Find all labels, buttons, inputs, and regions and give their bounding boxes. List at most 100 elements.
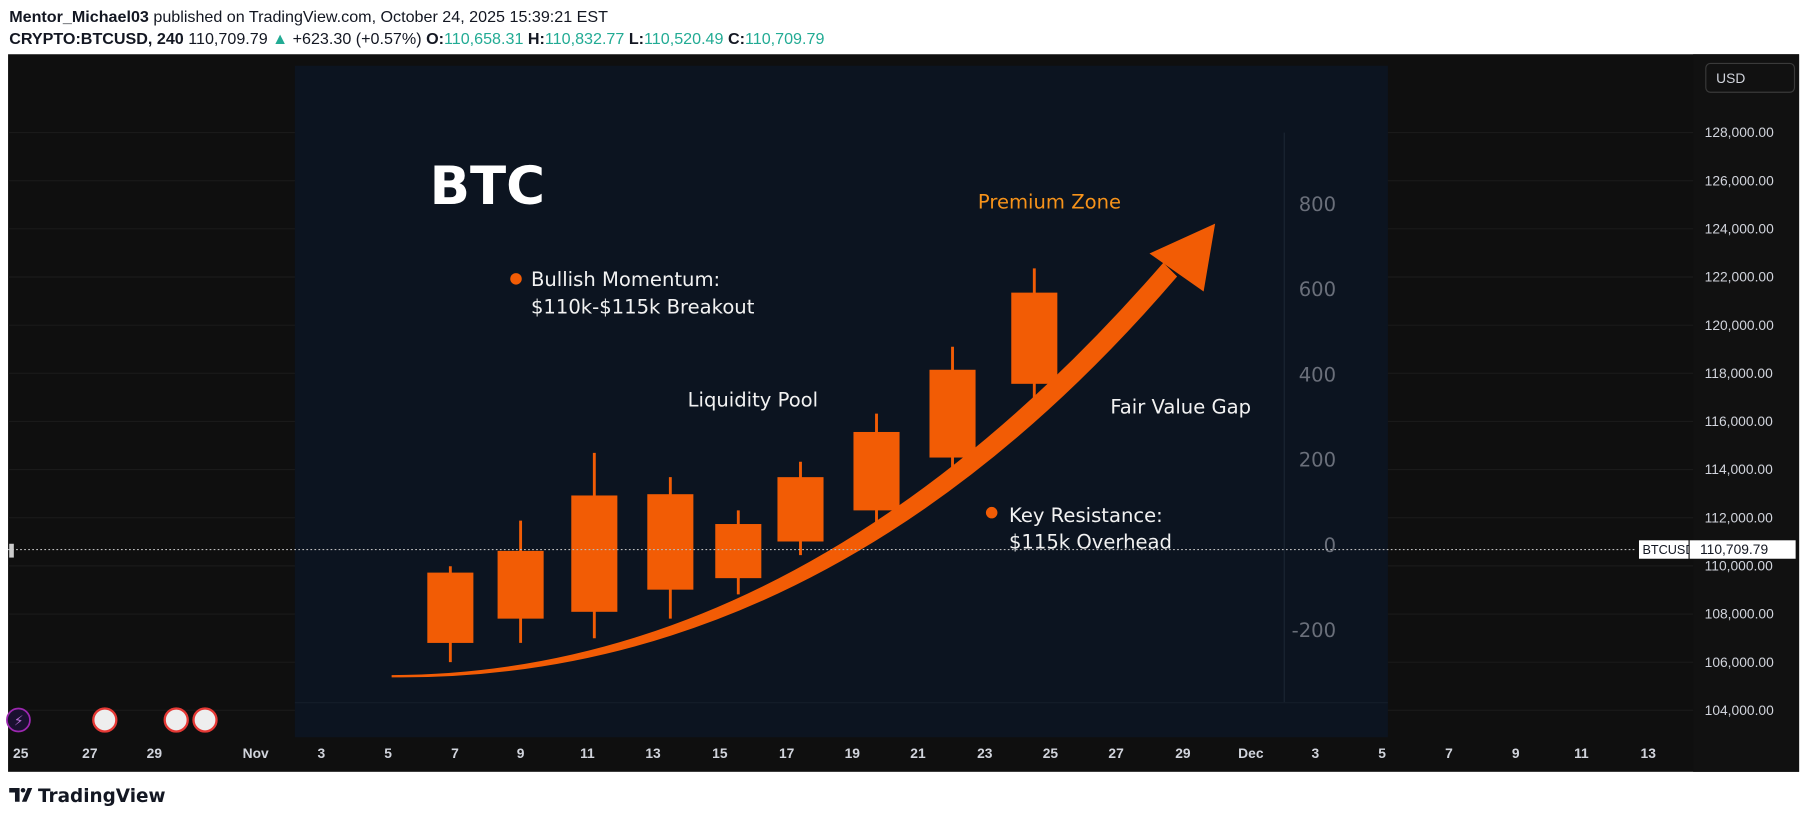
svg-text:Mentor_Michael03 published on: Mentor_Michael03 published on TradingVie… [9, 8, 608, 26]
currency-label: USD [1716, 70, 1745, 86]
time-axis[interactable]: 25 27 29 Nov 3 5 7 9 11 13 15 17 19 21 23 25 27 29 Dec 3 5 7 9… [13, 745, 1656, 761]
inset-axis-label: -200 [1292, 619, 1336, 642]
time-label: 9 [1512, 745, 1520, 761]
close-value: 110,709.79 [745, 30, 824, 48]
up-triangle-icon: ▲ [272, 30, 288, 48]
candle-body [647, 494, 694, 590]
current-price-value: 110,709.79 [1700, 541, 1768, 557]
price-label: 108,000.00 [1705, 606, 1774, 622]
time-label: 11 [580, 745, 595, 761]
candle-body [571, 495, 618, 612]
fair-value-gap-label: Fair Value Gap [1110, 396, 1251, 419]
time-label: 27 [1108, 745, 1124, 761]
time-label: 7 [451, 745, 459, 761]
inset-background [294, 65, 1388, 738]
time-label: 9 [517, 745, 525, 761]
trend-arrow [391, 223, 1216, 678]
time-label: Dec [1238, 745, 1264, 761]
currency-button[interactable] [1705, 62, 1796, 93]
lightning-glyph-icon: ⚡ [14, 714, 24, 730]
time-label: 5 [384, 745, 392, 761]
us-flag-event-icon[interactable] [163, 707, 189, 733]
bullet-icon [985, 506, 998, 519]
candle [647, 477, 694, 619]
price-label: 114,000.00 [1705, 461, 1773, 477]
us-flag-event-icon[interactable] [92, 707, 118, 733]
bullish-breakout-label: $110k-$115k Breakout [531, 295, 755, 318]
published-info: published on TradingView.com, October 24… [153, 8, 608, 26]
high-label: H: [528, 30, 545, 48]
price-label: 128,000.00 [1705, 124, 1774, 140]
time-label: 7 [1445, 745, 1453, 761]
symbol-tag [1638, 540, 1689, 559]
candle-body [853, 431, 900, 511]
last-bar-marker [9, 543, 14, 558]
time-label: 21 [910, 745, 926, 761]
close-label: C: [728, 30, 745, 48]
open-label: O: [426, 30, 444, 48]
time-label: 27 [82, 745, 98, 761]
candles [427, 268, 1058, 663]
low-label: L: [629, 30, 644, 48]
time-label: 3 [318, 745, 326, 761]
time-label: Nov [243, 745, 269, 761]
price-label: 112,000.00 [1705, 509, 1773, 525]
time-label: 5 [1378, 745, 1386, 761]
price-label: 120,000.00 [1705, 317, 1774, 333]
analysis-image: 800 600 400 200 0 -200 BTC Premium Zone Bulli… [294, 65, 1388, 738]
open-value: 110,658.31 [444, 30, 523, 48]
price-change: +623.30 (+0.57%) [293, 30, 422, 48]
time-label: 15 [712, 745, 728, 761]
candle [929, 346, 976, 480]
tradingview-logo: TradingView [9, 786, 166, 807]
candle [571, 452, 618, 639]
inset-title: BTC [430, 156, 545, 217]
price-axis-labels: 128,000.00 126,000.00 124,000.00 122,000.00… [1705, 124, 1774, 718]
symbol: CRYPTO:BTCUSD, 240 [9, 30, 184, 48]
brand-name: TradingView [38, 786, 166, 807]
time-label: 13 [1641, 745, 1657, 761]
candle-body [777, 477, 824, 542]
key-resistance-label: Key Resistance: [1009, 504, 1163, 527]
last-price: 110,709.79 [188, 30, 267, 48]
header: Mentor_Michael03 published on TradingVie… [9, 8, 824, 48]
candle [427, 566, 474, 663]
time-label: 29 [147, 745, 163, 761]
dividend-lightning-icon[interactable] [6, 707, 31, 733]
tv-logo-icon [9, 787, 33, 802]
symbol-line: CRYPTO:BTCUSD, 240 110,709.79 ▲ +623.30 … [9, 30, 824, 48]
inset-axis: 800 600 400 200 0 -200 [1292, 193, 1336, 642]
time-label: 17 [779, 745, 795, 761]
candle-body [1011, 292, 1058, 384]
candle-body [497, 550, 544, 619]
low-value: 110,520.49 [644, 30, 723, 48]
liquidity-pool-label: Liquidity Pool [688, 389, 818, 412]
inset-axis-label: 600 [1299, 278, 1336, 301]
premium-zone-label: Premium Zone [978, 191, 1121, 214]
event-icons[interactable]: ⚡ [6, 707, 218, 733]
high-value: 110,832.77 [545, 30, 624, 48]
time-label: 19 [845, 745, 861, 761]
current-price-tag [1689, 540, 1796, 559]
price-axis[interactable] [1693, 54, 1800, 772]
resistance-overhead-label: $115k Overhead [1009, 530, 1172, 553]
candle [1011, 268, 1058, 411]
candle-body [427, 572, 474, 643]
bullish-momentum-label: Bullish Momentum: [531, 268, 720, 291]
inset-axis-label: 0 [1324, 534, 1336, 557]
inset-axis-label: 800 [1299, 193, 1336, 216]
us-flag-event-icon[interactable] [192, 707, 218, 733]
time-label: 29 [1175, 745, 1191, 761]
time-label: 25 [1043, 745, 1059, 761]
candle-body [715, 524, 762, 579]
price-label: 124,000.00 [1705, 220, 1774, 236]
price-label: 104,000.00 [1705, 702, 1774, 718]
author[interactable]: Mentor_Michael03 [9, 8, 149, 26]
symbol-tag-label: BTCUSD [1642, 543, 1694, 557]
candle [715, 510, 762, 595]
candle [853, 413, 900, 529]
price-label: 118,000.00 [1705, 365, 1773, 381]
price-label: 110,000.00 [1705, 557, 1773, 573]
candle-body [929, 369, 976, 458]
